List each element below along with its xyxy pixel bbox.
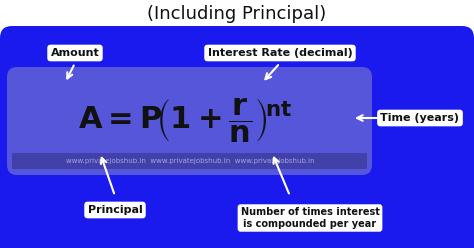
Text: $\mathbf{A = P\!\left(1+\dfrac{r}{n}\right)^{\!nt}}$: $\mathbf{A = P\!\left(1+\dfrac{r}{n}\rig… xyxy=(78,96,292,144)
Text: Principal: Principal xyxy=(88,205,142,215)
Text: (Including Principal): (Including Principal) xyxy=(147,5,327,23)
FancyBboxPatch shape xyxy=(0,26,474,248)
Text: Number of times interest
is compounded per year: Number of times interest is compounded p… xyxy=(241,207,380,229)
Text: Time (years): Time (years) xyxy=(381,113,459,123)
Bar xyxy=(0,0,474,38)
Text: Interest Rate (decimal): Interest Rate (decimal) xyxy=(208,48,352,58)
Text: Amount: Amount xyxy=(51,48,100,58)
Bar xyxy=(0,236,474,248)
Text: www.privatejobshub.in  www.privatejobshub.in  www.privatejobshub.in: www.privatejobshub.in www.privatejobshub… xyxy=(66,158,314,164)
Bar xyxy=(12,153,367,169)
FancyBboxPatch shape xyxy=(7,67,372,175)
